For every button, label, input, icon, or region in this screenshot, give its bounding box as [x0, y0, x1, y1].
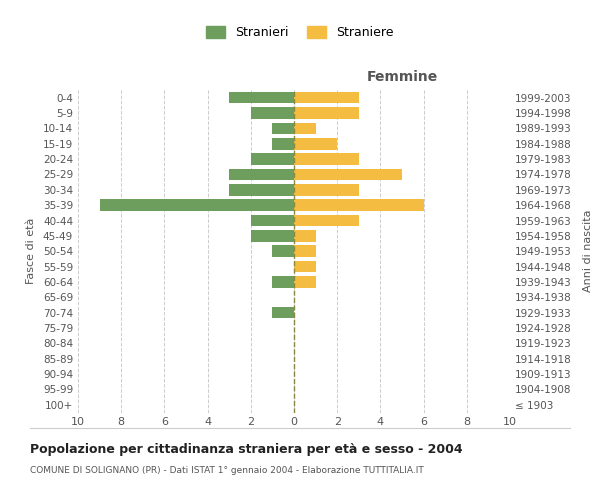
Bar	[100, 200, 294, 211]
Bar	[294, 138, 337, 149]
Y-axis label: Fasce di età: Fasce di età	[26, 218, 36, 284]
Bar	[272, 307, 294, 318]
Bar	[272, 122, 294, 134]
Bar	[251, 108, 294, 119]
Text: Popolazione per cittadinanza straniera per età e sesso - 2004: Popolazione per cittadinanza straniera p…	[30, 442, 463, 456]
Bar	[294, 230, 316, 241]
Bar	[294, 122, 316, 134]
Text: Femmine: Femmine	[367, 70, 437, 84]
Bar	[272, 276, 294, 287]
Bar	[251, 230, 294, 241]
Bar	[251, 154, 294, 165]
Bar	[294, 215, 359, 226]
Y-axis label: Anni di nascita: Anni di nascita	[583, 210, 593, 292]
Legend: Stranieri, Straniere: Stranieri, Straniere	[202, 21, 398, 44]
Bar	[294, 246, 316, 257]
Bar	[294, 168, 402, 180]
Bar	[251, 215, 294, 226]
Bar	[294, 154, 359, 165]
Bar	[294, 184, 359, 196]
Bar	[294, 276, 316, 287]
Bar	[229, 184, 294, 196]
Bar	[294, 92, 359, 104]
Bar	[272, 246, 294, 257]
Bar	[294, 108, 359, 119]
Bar	[294, 200, 424, 211]
Bar	[272, 138, 294, 149]
Text: COMUNE DI SOLIGNANO (PR) - Dati ISTAT 1° gennaio 2004 - Elaborazione TUTTITALIA.: COMUNE DI SOLIGNANO (PR) - Dati ISTAT 1°…	[30, 466, 424, 475]
Bar	[229, 92, 294, 104]
Bar	[294, 261, 316, 272]
Bar	[229, 168, 294, 180]
